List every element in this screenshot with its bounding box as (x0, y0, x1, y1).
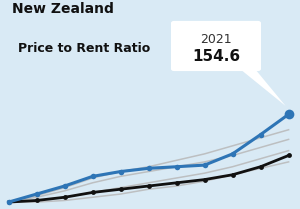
Text: Price to Rent Ratio: Price to Rent Ratio (18, 42, 150, 55)
Text: New Zealand: New Zealand (12, 2, 114, 16)
Text: 2021: 2021 (200, 33, 232, 46)
Text: 154.6: 154.6 (192, 49, 240, 64)
